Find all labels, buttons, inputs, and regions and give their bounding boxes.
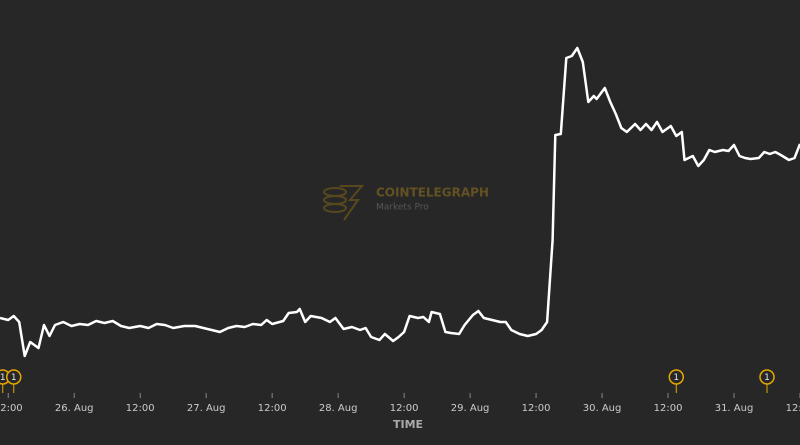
x-tick-label: 12:00 — [786, 403, 800, 414]
event-marker: 1 — [759, 369, 775, 393]
x-tick-label: 30. Aug — [583, 403, 622, 414]
event-marker: 1 — [668, 369, 685, 393]
event-label: 1 — [673, 373, 679, 383]
event-circle — [668, 369, 685, 385]
x-tick-label: 27. Aug — [187, 403, 226, 414]
watermark-brand: COINTELEGRAPH — [376, 186, 489, 200]
x-tick-label: 12:00 — [654, 403, 683, 414]
event-label: 1 — [764, 373, 770, 383]
watermark-sub: Markets Pro — [376, 203, 429, 213]
x-axis-title: TIME — [393, 418, 423, 431]
x-tick-label: 12:00 — [0, 403, 23, 414]
price-line — [0, 46, 800, 358]
event-circle — [759, 369, 775, 385]
watermark: COINTELEGRAPH Markets Pro — [323, 185, 489, 221]
x-tick-label: 26. Aug — [55, 403, 94, 414]
event-label: 1 — [0, 373, 6, 383]
watermark-logo — [323, 185, 365, 221]
x-tick-label: 12:00 — [390, 403, 419, 414]
x-tick-label: 12:00 — [258, 403, 287, 414]
x-tick-label: 12:00 — [126, 403, 155, 414]
event-circle — [5, 369, 22, 385]
x-tick-label: 12:00 — [522, 403, 551, 414]
event-marker: 1 — [5, 369, 22, 393]
x-tick-label: 29. Aug — [451, 403, 490, 414]
event-label: 1 — [11, 373, 17, 383]
x-tick-label: 28. Aug — [319, 403, 358, 414]
x-tick-label: 31. Aug — [715, 403, 754, 414]
